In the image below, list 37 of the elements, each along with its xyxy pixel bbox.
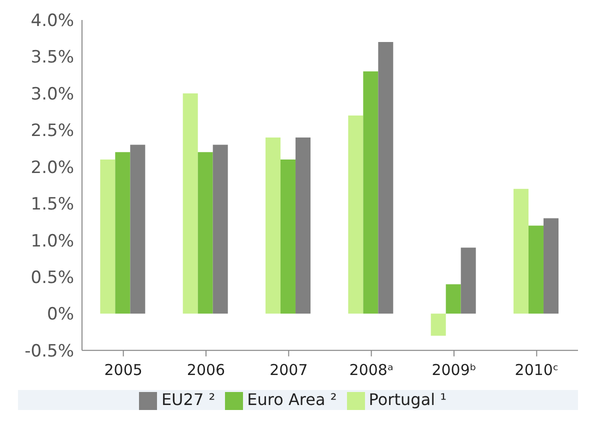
y-tick-label: 2.5%: [30, 121, 74, 142]
y-tick-label: 4.0%: [30, 11, 74, 32]
bar: [544, 218, 559, 314]
bar: [280, 159, 296, 314]
bar: [266, 137, 281, 314]
bar: [378, 42, 394, 314]
x-tick-label: 2005: [104, 361, 142, 380]
bar: [528, 226, 544, 314]
bar: [363, 71, 378, 314]
x-tick-label: 2008ᵃ: [349, 361, 394, 380]
x-tick-label: 2009ᵇ: [432, 361, 476, 380]
bar: [514, 188, 529, 314]
y-tick-label: 1.0%: [30, 231, 74, 252]
bar: [115, 152, 130, 314]
x-tick-label: 2006: [186, 361, 226, 380]
y-tick-label: 3.0%: [30, 84, 74, 104]
y-tick-label: 3.5%: [30, 48, 74, 68]
legend-label: Portugal ¹: [368, 390, 447, 410]
bar: [446, 284, 461, 314]
y-tick-label: 2.0%: [30, 158, 74, 178]
bar: [348, 115, 364, 314]
bar: [212, 144, 228, 314]
bar: [430, 314, 446, 336]
bar: [460, 248, 476, 314]
bar: [100, 159, 116, 314]
bar: [130, 144, 146, 314]
y-tick-label: 0%: [47, 304, 74, 325]
y-tick-label: 1.5%: [30, 194, 74, 215]
legend-label: EU27 ²: [161, 390, 216, 410]
bar: [198, 152, 213, 314]
legend-label: Euro Area ²: [247, 390, 337, 410]
bar: [296, 137, 311, 314]
y-tick-label: -0.5%: [24, 341, 74, 362]
x-tick-label: 2007: [270, 361, 308, 380]
y-tick-label: 0.5%: [30, 268, 74, 288]
x-tick-label: 2010ᶜ: [514, 361, 559, 380]
bar: [182, 93, 198, 314]
